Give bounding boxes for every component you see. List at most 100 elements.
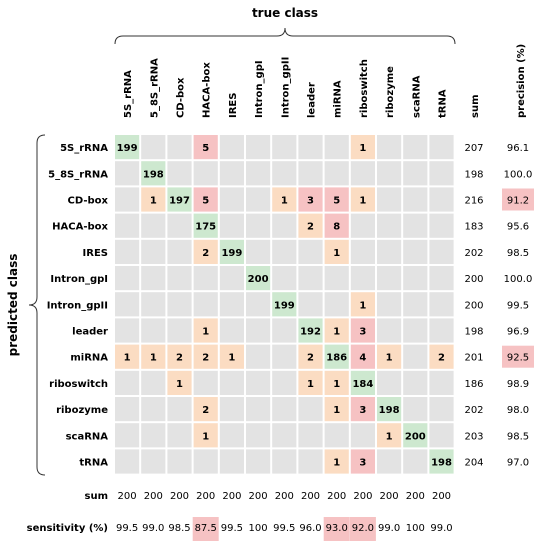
- col-sum-value: 200: [249, 491, 268, 502]
- precision-value: 100.0: [504, 274, 533, 285]
- matrix-cell: [429, 370, 454, 395]
- matrix-cell: [350, 423, 375, 448]
- row-sum-value: 198: [464, 327, 483, 338]
- matrix-cell: [272, 397, 297, 422]
- matrix-cell: [115, 370, 140, 395]
- matrix-cell: [272, 370, 297, 395]
- matrix-cell: [272, 161, 297, 186]
- cell-value: 1: [386, 353, 393, 364]
- matrix-cell: [219, 187, 244, 212]
- matrix-cell: [298, 449, 323, 474]
- sensitivity-value: 99.0: [378, 523, 400, 534]
- matrix-cell: [246, 370, 271, 395]
- row-label: Intron_gpI: [50, 274, 108, 285]
- precision-value: 96.9: [507, 327, 529, 338]
- matrix-cell: [246, 135, 271, 160]
- matrix-cell: [377, 370, 402, 395]
- precision-value: 91.2: [507, 196, 529, 207]
- cell-value: 199: [221, 248, 242, 259]
- matrix-cell: [377, 213, 402, 238]
- cell-value: 1: [359, 143, 366, 154]
- matrix-cell: [193, 370, 218, 395]
- matrix-cell: [377, 449, 402, 474]
- row-sum-value: 200: [464, 300, 483, 311]
- matrix-cell: [167, 318, 192, 343]
- matrix-cell: [246, 239, 271, 264]
- column-label: IRES: [228, 93, 239, 118]
- matrix-cell: [167, 370, 192, 395]
- cell-value: 1: [176, 379, 183, 390]
- cell-value: 1: [333, 379, 340, 390]
- matrix-cell: [324, 344, 349, 369]
- row-label: leader: [72, 327, 108, 338]
- matrix-cell: [115, 318, 140, 343]
- cell-value: 8: [333, 222, 340, 233]
- row-sum-value: 207: [464, 143, 483, 154]
- matrix-cell: [167, 161, 192, 186]
- row-sum-header: sum: [470, 95, 481, 119]
- sensitivity-highlight: [192, 517, 219, 541]
- column-label: miRNA: [333, 80, 344, 118]
- row-sum-value: 198: [464, 169, 483, 180]
- matrix-cell: [272, 318, 297, 343]
- cell-value: 197: [169, 196, 190, 207]
- column-label: tRNA: [438, 89, 449, 118]
- cell-value: 2: [438, 353, 445, 364]
- matrix-cell: [377, 423, 402, 448]
- matrix-cell: [298, 397, 323, 422]
- row-sum-value: 202: [464, 248, 483, 259]
- cell-value: 5: [202, 196, 209, 207]
- x-axis-bracket: [114, 27, 456, 45]
- row-label: 5S_rRNA: [60, 143, 108, 154]
- matrix-cell: [429, 397, 454, 422]
- matrix-cell: [246, 344, 271, 369]
- col-sum-value: 200: [118, 491, 137, 502]
- matrix-cell: [403, 449, 428, 474]
- row-label: IRES: [83, 248, 108, 259]
- column-label: scaRNA: [411, 75, 422, 118]
- matrix-cell: [141, 135, 166, 160]
- matrix-cell: [377, 344, 402, 369]
- cell-value: 1: [228, 353, 235, 364]
- matrix-cell: [141, 344, 166, 369]
- matrix-cell: [429, 344, 454, 369]
- cell-value: 1: [386, 431, 393, 442]
- matrix-cell: [193, 318, 218, 343]
- matrix-cell: [219, 135, 244, 160]
- precision-highlight: [502, 345, 534, 368]
- matrix-cell: [167, 239, 192, 264]
- matrix-cell: [350, 266, 375, 291]
- cell-value: 2: [202, 248, 209, 259]
- col-sum-value: 200: [170, 491, 189, 502]
- matrix-cell: [403, 135, 428, 160]
- matrix-cell: [167, 292, 192, 317]
- cell-value: 4: [359, 353, 366, 364]
- matrix-cell: [272, 292, 297, 317]
- matrix-cell: [141, 187, 166, 212]
- matrix-cell: [298, 161, 323, 186]
- matrix-cell: [377, 266, 402, 291]
- cell-value: 198: [431, 458, 452, 469]
- cell-value: 200: [248, 274, 269, 285]
- matrix-cells: 199 5 1 198 1 197 5 1 3 5 1 175 2 8 2 199 1 200 199 1 1 192 1 3…: [115, 135, 454, 474]
- matrix-cell: [246, 213, 271, 238]
- matrix-cell: [167, 213, 192, 238]
- precision-value: 97.0: [507, 458, 529, 469]
- matrix-cell: [115, 397, 140, 422]
- cell-value: 1: [150, 196, 157, 207]
- matrix-cell: [350, 397, 375, 422]
- sensitivity-value: 99.0: [142, 523, 164, 534]
- cell-value: 1: [359, 196, 366, 207]
- matrix-cell: [141, 370, 166, 395]
- col-sum-value: 200: [353, 491, 372, 502]
- matrix-cell: [324, 449, 349, 474]
- matrix-cell: [246, 423, 271, 448]
- column-label: riboswitch: [359, 59, 370, 118]
- cell-value: 5: [202, 143, 209, 154]
- cell-value: 186: [326, 353, 347, 364]
- cell-value: 1: [150, 353, 157, 364]
- row-sum-value: 202: [464, 405, 483, 416]
- matrix-cell: [141, 266, 166, 291]
- matrix-cell: [324, 266, 349, 291]
